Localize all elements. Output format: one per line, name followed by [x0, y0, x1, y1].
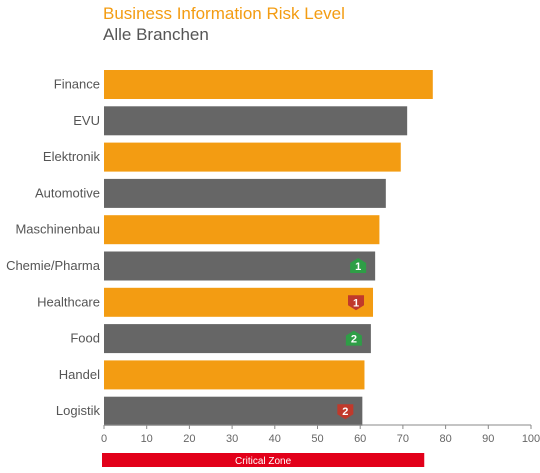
bar	[104, 287, 374, 317]
tick-label: 40	[269, 433, 281, 445]
badge-label: 2	[342, 406, 348, 418]
bar	[104, 396, 363, 426]
tick-label: 70	[397, 433, 409, 445]
badge-marker	[345, 330, 362, 346]
bar	[104, 360, 365, 390]
category-label: EVU	[73, 113, 100, 128]
tick-label: 90	[482, 433, 494, 445]
critical-zone-bar	[102, 453, 425, 467]
bar	[104, 251, 376, 281]
tick-label: 60	[354, 433, 366, 445]
bar	[104, 142, 401, 172]
chart-title: Business Information Risk Level	[103, 4, 345, 23]
tick-label: 0	[101, 433, 107, 445]
category-label: Logistik	[56, 403, 101, 418]
category-label: Finance	[54, 77, 100, 92]
category-label: Maschinenbau	[15, 222, 100, 237]
category-label: Handel	[59, 367, 100, 382]
tick-label: 20	[183, 433, 195, 445]
tick-label: 30	[226, 433, 238, 445]
critical-zone-label: Critical Zone	[235, 456, 292, 467]
badge-marker	[350, 258, 367, 273]
bar	[104, 178, 386, 208]
badge-label: 2	[351, 334, 357, 346]
badge-marker	[348, 295, 365, 311]
category-label: Elektronik	[43, 149, 101, 164]
category-label: Chemie/Pharma	[6, 258, 101, 273]
bar	[104, 106, 408, 136]
chart-subtitle: Alle Branchen	[103, 25, 209, 44]
category-label: Food	[70, 331, 100, 346]
category-label: Automotive	[35, 185, 100, 200]
tick-label: 80	[439, 433, 451, 445]
badge-marker	[337, 404, 354, 420]
bar	[104, 215, 380, 245]
tick-label: 100	[522, 433, 540, 445]
badge-label: 1	[355, 261, 361, 273]
bar	[104, 324, 371, 354]
badge-label: 1	[353, 297, 359, 309]
bar	[104, 70, 433, 99]
tick-label: 10	[141, 433, 153, 445]
category-label: Healthcare	[37, 294, 100, 309]
tick-label: 50	[311, 433, 323, 445]
